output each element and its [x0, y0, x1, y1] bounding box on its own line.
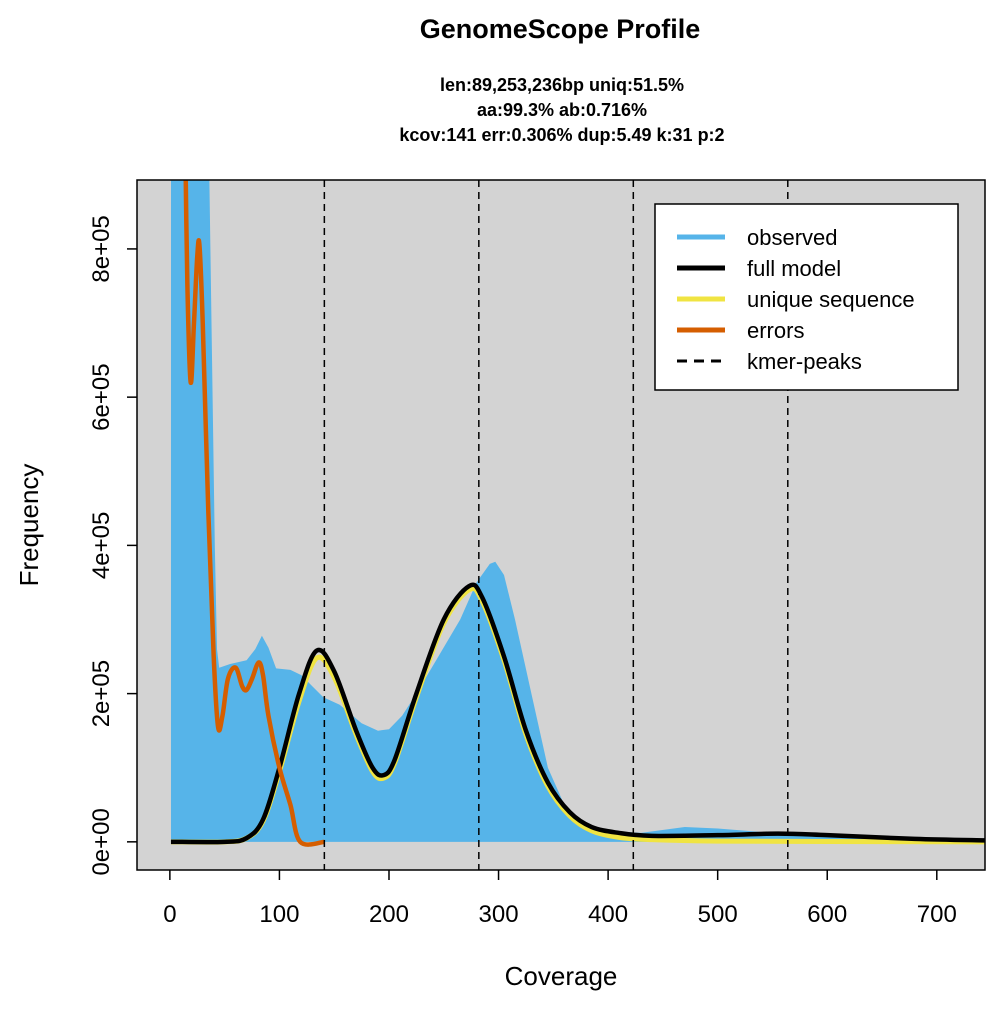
errors-line — [183, 180, 325, 847]
subtitle-line-1: len:89,253,236bp uniq:51.5% — [440, 75, 684, 95]
x-tick-label-7: 700 — [917, 901, 957, 928]
full-model-line — [170, 582, 985, 845]
subtitle-line-3: kcov:141 err:0.306% dup:5.49 k:31 p:2 — [399, 125, 724, 145]
plot-frame — [136, 179, 986, 871]
y-axis-label: Frequency — [14, 464, 44, 587]
legend-label-unique-sequence: unique sequence — [747, 287, 915, 312]
y-tick-label-4: 8e+05 — [88, 215, 115, 282]
observed-area — [170, 180, 985, 842]
x-tick-label-4: 400 — [588, 901, 628, 928]
y-tick-label-1: 2e+05 — [88, 660, 115, 727]
x-tick-label-3: 300 — [479, 901, 519, 928]
y-tick-label-3: 6e+05 — [88, 363, 115, 430]
y-tick-label-0: 0e+00 — [88, 808, 115, 875]
x-axis-label: Coverage — [505, 961, 618, 991]
subtitle-line-2: aa:99.3% ab:0.716% — [477, 100, 647, 120]
x-tick-label-1: 100 — [259, 901, 299, 928]
legend: observed full model unique sequence errors k… — [654, 203, 959, 391]
legend-label-full-model: full model — [747, 256, 841, 281]
legend-label-observed: observed — [747, 225, 838, 250]
legend-label-errors: errors — [747, 318, 804, 343]
x-tick-label-6: 600 — [807, 901, 847, 928]
legend-label-kmer-peaks: kmer-peaks — [747, 349, 862, 374]
axes: 0 100 200 300 400 500 600 700 0e+00 2e+05 4e+05 6e+… — [88, 179, 986, 928]
x-tick-label-0: 0 — [163, 901, 176, 928]
x-tick-label-5: 500 — [698, 901, 738, 928]
x-tick-label-2: 200 — [369, 901, 409, 928]
y-tick-label-2: 4e+05 — [88, 512, 115, 579]
chart-title: GenomeScope Profile — [420, 14, 701, 44]
